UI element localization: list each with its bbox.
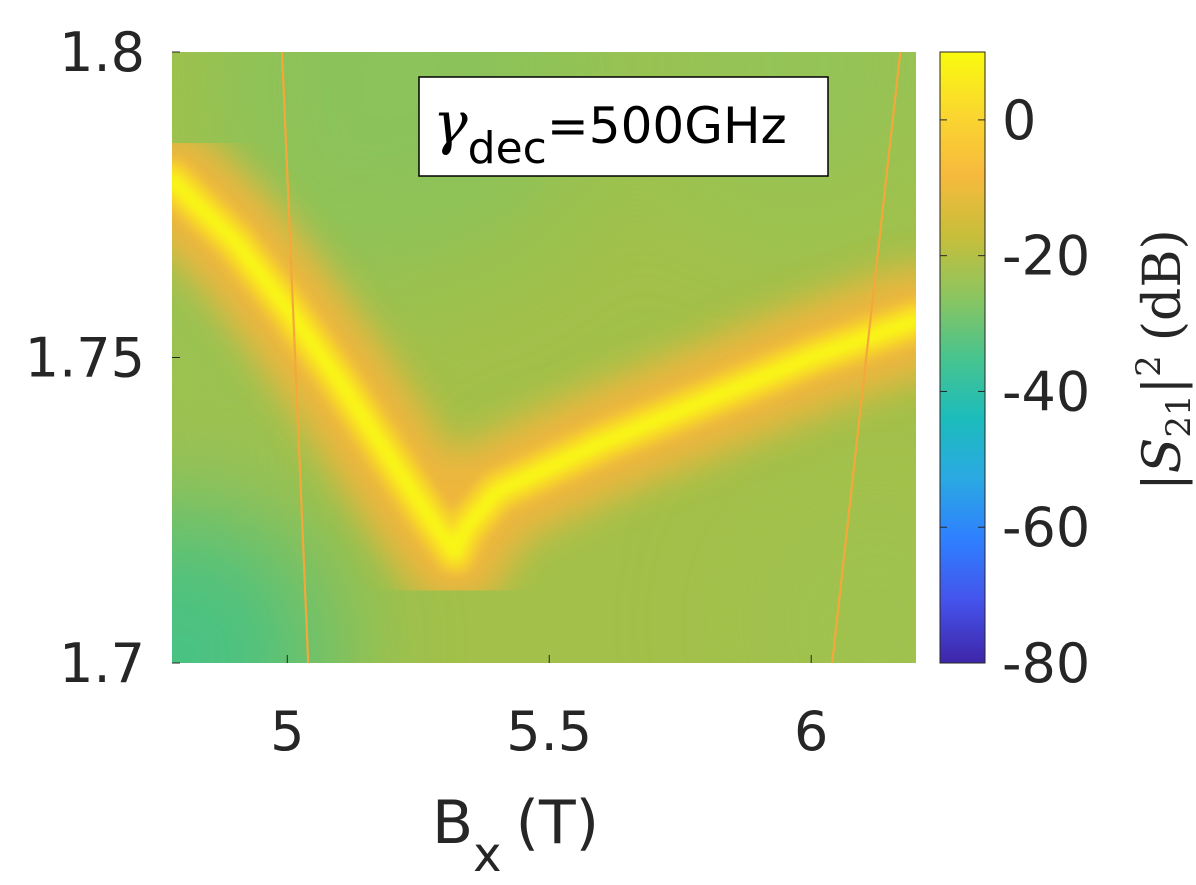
colorbar-tick-label: -60 — [1002, 496, 1090, 559]
x-axis-title-main: B — [432, 788, 473, 858]
x-tick-label: 6 — [794, 700, 828, 763]
x-axis-title-sub: x — [473, 827, 501, 883]
annotation-value: =500GHz — [547, 97, 787, 155]
colorbar-title-sub: 21 — [1159, 394, 1196, 437]
resonance-branch-core — [172, 171, 916, 562]
annotation-subscript: dec — [468, 123, 547, 174]
annotation-symbol: γ — [433, 89, 468, 157]
svg-text:γdec=500GHz: γdec=500GHz — [433, 89, 787, 174]
x-tick-label: 5.5 — [506, 700, 592, 763]
colorbar-title-sup: 2 — [1129, 355, 1169, 377]
y-tick-label: 1.7 — [59, 632, 145, 695]
y-tick-label: 1.75 — [25, 327, 145, 390]
colorbar-title-close: | — [1133, 377, 1193, 395]
x-axis-ticks: 5 5.5 6 — [270, 655, 828, 763]
colorbar-gradient — [939, 51, 986, 664]
svg-text:|S21|2(dB): |S21|2 (dB) — [1129, 229, 1196, 491]
colorbar-tick-label: -40 — [1002, 360, 1090, 423]
colorbar-tick-label: 0 — [1002, 89, 1036, 152]
thin-resonance-line — [280, 52, 310, 663]
x-tick-label: 5 — [270, 700, 304, 763]
colorbar-title: |S21|2 (dB) — [1129, 229, 1196, 491]
colorbar-tick-label: -80 — [1002, 632, 1090, 695]
colorbar-ticks: 0 -20 -40 -60 -80 — [940, 89, 1090, 695]
x-axis-title: Bx (T) — [432, 788, 599, 883]
colorbar-tick-label: -20 — [1002, 225, 1090, 288]
y-axis-ticks: 1.7 1.75 1.8 — [25, 21, 180, 695]
x-axis-title-unit: (T) — [516, 788, 599, 858]
colorbar: 0 -20 -40 -60 -80 — [939, 51, 1090, 695]
thin-resonance-line — [831, 52, 902, 663]
colorbar-title-open: |S — [1133, 438, 1193, 491]
y-tick-label: 1.8 — [59, 21, 145, 84]
annotation-box: γdec=500GHz — [418, 76, 829, 177]
colorbar-title-unit: (dB) — [1133, 229, 1193, 341]
